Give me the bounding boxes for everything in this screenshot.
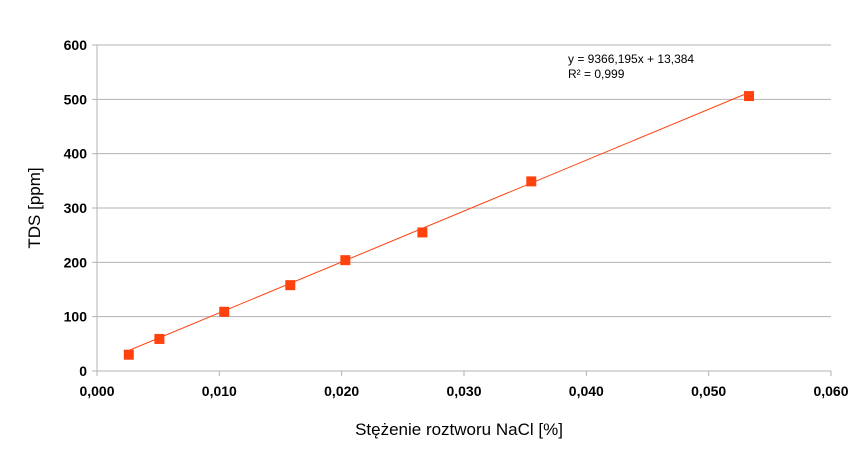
data-point	[340, 255, 351, 266]
data-point	[219, 306, 230, 317]
x-tick-label: 0,060	[813, 383, 848, 399]
y-tick-label: 200	[64, 254, 88, 270]
y-tick-label: 600	[64, 37, 88, 53]
data-point	[123, 349, 134, 360]
trendline	[128, 92, 750, 351]
grid-lines	[96, 44, 831, 372]
data-points	[123, 91, 755, 360]
x-tick-label: 0,000	[79, 383, 114, 399]
x-axis-ticks: 0,000 0,010 0,020 0,030 0,040 0,050 0,060	[79, 371, 849, 399]
x-axis-title: Stężenie roztworu NaCl [%]	[355, 420, 563, 439]
x-tick-label: 0,050	[691, 383, 726, 399]
data-point	[417, 227, 428, 238]
x-tick-label: 0,040	[569, 383, 604, 399]
data-point	[526, 176, 537, 187]
data-point	[744, 91, 755, 102]
x-tick-label: 0,020	[324, 383, 359, 399]
data-point	[285, 280, 296, 291]
r-squared-label: R² = 0,999	[568, 67, 625, 81]
data-point	[154, 333, 165, 344]
y-tick-label: 100	[64, 309, 88, 325]
y-tick-label: 400	[64, 146, 88, 162]
y-tick-label: 0	[79, 363, 87, 379]
trendline-equation: y = 9366,195x + 13,384	[568, 52, 694, 66]
y-tick-label: 500	[64, 91, 88, 107]
trendline-group	[128, 92, 750, 351]
x-tick-label: 0,030	[446, 383, 481, 399]
y-axis-title: TDS [ppm]	[25, 167, 44, 248]
y-tick-label: 300	[64, 200, 88, 216]
y-axis-ticks: 0 100 200 300 400 500 600	[64, 37, 97, 379]
x-tick-label: 0,010	[202, 383, 237, 399]
